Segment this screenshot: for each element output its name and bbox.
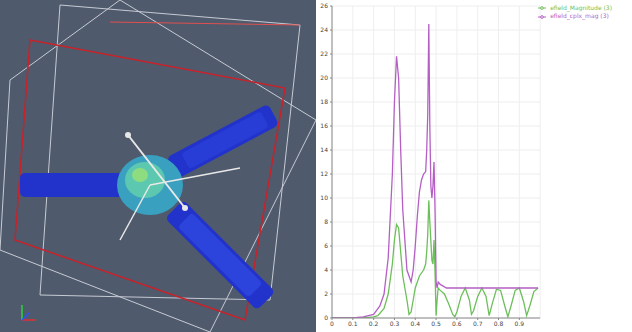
svg-text:6: 6 [324, 242, 328, 249]
svg-text:12: 12 [320, 170, 328, 177]
svg-text:2: 2 [324, 290, 328, 297]
svg-text:22: 22 [320, 50, 328, 57]
svg-text:0.5: 0.5 [431, 320, 441, 327]
svg-text:8: 8 [324, 218, 328, 225]
svg-text:0.8: 0.8 [494, 320, 504, 327]
svg-text:4: 4 [324, 266, 328, 273]
html-text:efield_Magnitude (3): efield_Magnitude (3) [550, 4, 612, 11]
svg-text:18: 18 [320, 98, 328, 105]
svg-text:10: 10 [320, 194, 328, 201]
svg-text:0.9: 0.9 [515, 320, 525, 327]
svg-text:14: 14 [320, 146, 328, 153]
svg-text:0: 0 [324, 314, 328, 321]
svg-text:26: 26 [320, 2, 328, 9]
svg-text:0.6: 0.6 [452, 320, 462, 327]
svg-text:0.2: 0.2 [369, 320, 379, 327]
svg-text:0.7: 0.7 [473, 320, 483, 327]
svg-text:20: 20 [320, 74, 328, 81]
html-text:efield_cplx_mag (3): efield_cplx_mag (3) [550, 12, 609, 20]
svg-text:24: 24 [320, 26, 328, 33]
svg-text:0.1: 0.1 [348, 320, 358, 327]
svg-text:0.3: 0.3 [390, 320, 400, 327]
svg-text:0: 0 [330, 320, 334, 327]
svg-text:0.4: 0.4 [410, 320, 420, 327]
svg-text:16: 16 [320, 122, 328, 129]
